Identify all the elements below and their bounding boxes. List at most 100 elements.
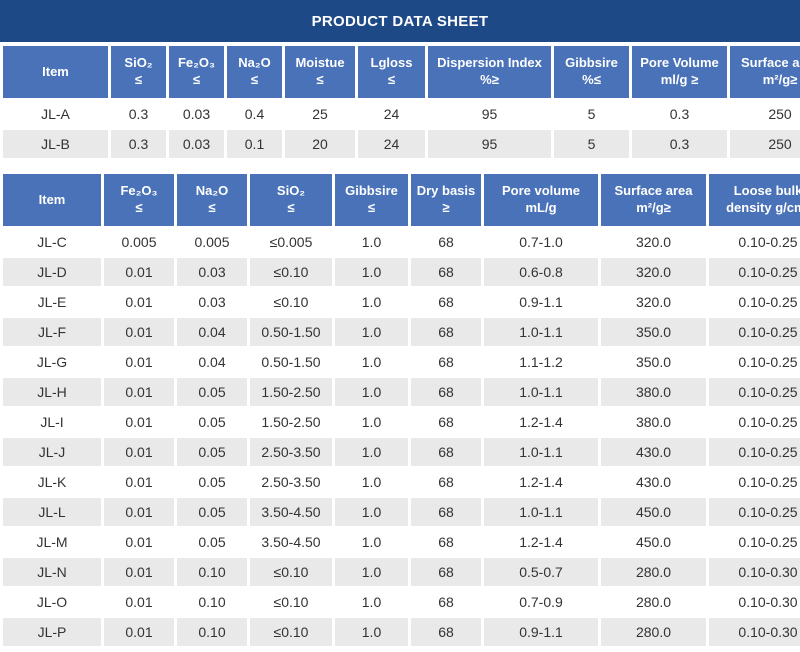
value-cell: 0.05 [177, 438, 247, 466]
value-cell: 0.04 [177, 318, 247, 346]
value-cell: 0.10-0.25 [709, 348, 800, 376]
item-cell: JL-E [3, 288, 101, 316]
column-header-line1: Na₂O [195, 183, 229, 199]
value-cell: 0.10-0.25 [709, 228, 800, 256]
value-cell: 1.0 [335, 348, 408, 376]
value-cell: 68 [411, 468, 481, 496]
column-header-line2: ≤ [287, 200, 295, 215]
column-header-line2: density g/cm³ [726, 200, 800, 215]
value-cell: 0.4 [227, 100, 282, 128]
value-cell: 0.10-0.25 [709, 438, 800, 466]
column-header-line1: Na₂O [238, 55, 271, 71]
value-cell: 1.0 [335, 558, 408, 586]
value-cell: 3.50-4.50 [250, 528, 332, 556]
value-cell: 5 [554, 130, 629, 158]
value-cell: 1.50-2.50 [250, 408, 332, 436]
value-cell: 0.10-0.25 [709, 378, 800, 406]
value-cell: 0.01 [104, 558, 174, 586]
value-cell: 1.0 [335, 498, 408, 526]
value-cell: 0.03 [177, 288, 247, 316]
value-cell: 68 [411, 348, 481, 376]
column-header-line1: Moistue [295, 55, 345, 71]
value-cell: 1.0 [335, 318, 408, 346]
value-cell: 0.01 [104, 498, 174, 526]
table-row: JL-P 0.01 0.10 ≤0.10 1.0 68 0.9-1.1 280.0 0.10-0… [3, 618, 800, 646]
value-cell: 0.05 [177, 498, 247, 526]
value-cell: 95 [428, 130, 551, 158]
value-cell: ≤0.10 [250, 288, 332, 316]
value-cell: 350.0 [601, 348, 706, 376]
value-cell: ≤0.10 [250, 258, 332, 286]
value-cell: 0.03 [169, 130, 224, 158]
value-cell: ≤0.10 [250, 588, 332, 616]
table-row: JL-I 0.01 0.05 1.50-2.50 1.0 68 1.2-1.4 380.0 0.… [3, 408, 800, 436]
column-header-line1: Item [38, 191, 66, 207]
value-cell: 250 [730, 100, 800, 128]
value-cell: 0.04 [177, 348, 247, 376]
value-cell: 3.50-4.50 [250, 498, 332, 526]
value-cell: 1.0 [335, 618, 408, 646]
column-header-line1: Fe₂O₃ [177, 55, 216, 71]
item-cell: JL-D [3, 258, 101, 286]
value-cell: 68 [411, 588, 481, 616]
value-cell: 68 [411, 528, 481, 556]
value-cell: 430.0 [601, 468, 706, 496]
column-header-line2: m²/g≥ [762, 72, 798, 87]
column-header: Na₂O ≤ [227, 46, 282, 98]
value-cell: 0.01 [104, 258, 174, 286]
column-header-line1: Lgloss [370, 55, 413, 71]
item-cell: JL-O [3, 588, 101, 616]
value-cell: 1.2-1.4 [484, 468, 598, 496]
column-header-line1: Dispersion Index [437, 55, 542, 71]
value-cell: 2.50-3.50 [250, 438, 332, 466]
value-cell: 0.05 [177, 378, 247, 406]
value-cell: 450.0 [601, 528, 706, 556]
value-cell: 1.0 [335, 528, 408, 556]
item-cell: JL-N [3, 558, 101, 586]
value-cell: 1.2-1.4 [484, 528, 598, 556]
table2-header-row: Item Fe₂O₃ ≤ Na₂O ≤ SiO₂ ≤ Gibbsire ≤ Dry basis ≥ P… [3, 174, 800, 226]
value-cell: 0.03 [177, 258, 247, 286]
value-cell: 0.10-0.25 [709, 498, 800, 526]
column-header-line2: ≤ [134, 72, 143, 87]
value-cell: 68 [411, 378, 481, 406]
value-cell: 0.10 [177, 558, 247, 586]
value-cell: 1.0 [335, 468, 408, 496]
value-cell: ≤0.10 [250, 558, 332, 586]
item-cell: JL-J [3, 438, 101, 466]
value-cell: 2.50-3.50 [250, 468, 332, 496]
value-cell: 68 [411, 408, 481, 436]
value-cell: 320.0 [601, 258, 706, 286]
column-header-line2: ≤ [208, 200, 216, 215]
column-header-line2: ≥ [442, 200, 450, 215]
table-row: JL-G 0.01 0.04 0.50-1.50 1.0 68 1.1-1.2 350.0 0.… [3, 348, 800, 376]
table-row: JL-D 0.01 0.03 ≤0.10 1.0 68 0.6-0.8 320.0 0.10-0… [3, 258, 800, 286]
value-cell: 0.1 [227, 130, 282, 158]
column-header-line1: SiO₂ [276, 183, 306, 199]
value-cell: 1.0-1.1 [484, 498, 598, 526]
item-cell: JL-G [3, 348, 101, 376]
column-header-line2: ≤ [387, 72, 396, 87]
column-header: Na₂O ≤ [177, 174, 247, 226]
column-header-line2: mL/g [525, 200, 557, 215]
table-row: JL-A 0.3 0.03 0.4 25 24 95 5 0.3 250 [3, 100, 800, 128]
item-cell: JL-M [3, 528, 101, 556]
table-row: JL-F 0.01 0.04 0.50-1.50 1.0 68 1.0-1.1 350.0 0.… [3, 318, 800, 346]
value-cell: 0.01 [104, 318, 174, 346]
column-header-line1: Fe₂O₃ [120, 183, 158, 199]
value-cell: 68 [411, 258, 481, 286]
value-cell: 68 [411, 228, 481, 256]
value-cell: 0.6-0.8 [484, 258, 598, 286]
value-cell: 68 [411, 498, 481, 526]
value-cell: 0.10-0.25 [709, 528, 800, 556]
value-cell: 1.0 [335, 588, 408, 616]
value-cell: 0.9-1.1 [484, 618, 598, 646]
column-header: Dispersion Index %≥ [428, 46, 551, 98]
table-row: JL-B 0.3 0.03 0.1 20 24 95 5 0.3 250 [3, 130, 800, 158]
value-cell: ≤0.10 [250, 618, 332, 646]
value-cell: 25 [285, 100, 355, 128]
table-row: JL-H 0.01 0.05 1.50-2.50 1.0 68 1.0-1.1 380.0 0.… [3, 378, 800, 406]
value-cell: 20 [285, 130, 355, 158]
item-cell: JL-K [3, 468, 101, 496]
